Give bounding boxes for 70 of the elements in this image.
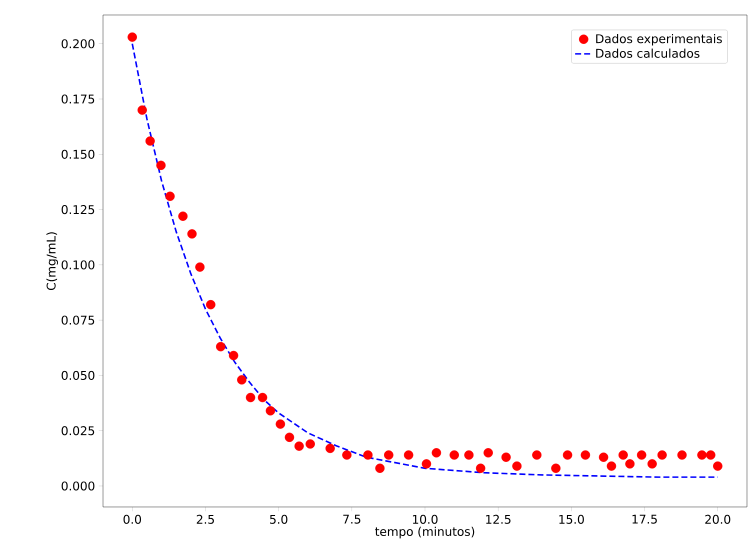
y-tick-label: 0.000 bbox=[62, 481, 94, 491]
point bbox=[647, 459, 657, 469]
point bbox=[276, 419, 286, 429]
point bbox=[342, 450, 352, 460]
point bbox=[706, 450, 716, 460]
point bbox=[484, 448, 493, 458]
x-tick-label: 0.0 bbox=[124, 514, 142, 524]
point bbox=[713, 461, 722, 471]
y-tick-label: 0.125 bbox=[62, 205, 94, 214]
point bbox=[258, 392, 268, 402]
point bbox=[422, 459, 432, 469]
point bbox=[165, 192, 175, 202]
point bbox=[450, 450, 459, 460]
x-tick-label: 10.0 bbox=[412, 514, 438, 524]
point bbox=[606, 461, 616, 471]
y-tick-label: 0.100 bbox=[62, 260, 94, 270]
point bbox=[677, 450, 687, 460]
x-tick-label: 5.0 bbox=[270, 514, 288, 524]
point bbox=[306, 439, 315, 449]
point bbox=[618, 450, 628, 460]
point bbox=[501, 452, 511, 462]
point bbox=[598, 452, 608, 462]
point bbox=[363, 450, 373, 460]
legend-label: Dados experimentais bbox=[596, 34, 722, 46]
point bbox=[625, 459, 635, 469]
x-tick-label: 2.5 bbox=[196, 514, 214, 524]
point bbox=[325, 444, 335, 454]
point bbox=[464, 450, 474, 460]
point bbox=[657, 450, 667, 460]
point bbox=[246, 392, 256, 402]
point bbox=[266, 406, 276, 416]
point bbox=[375, 464, 385, 473]
point bbox=[156, 160, 166, 170]
point bbox=[206, 300, 216, 310]
point bbox=[128, 32, 137, 42]
point bbox=[178, 212, 188, 221]
y-tick-label: 0.050 bbox=[62, 370, 94, 380]
point bbox=[562, 450, 572, 460]
point bbox=[551, 464, 561, 473]
point bbox=[237, 375, 246, 385]
point bbox=[145, 136, 155, 146]
y-axis-title: C(mg/mL) bbox=[46, 232, 58, 290]
x-tick-label: 12.5 bbox=[486, 514, 510, 524]
point bbox=[187, 229, 197, 239]
x-axis-title: tempo (minutos) bbox=[375, 526, 474, 538]
point bbox=[138, 105, 147, 115]
point bbox=[512, 461, 522, 471]
point bbox=[636, 450, 646, 460]
x-tick-label: 15.0 bbox=[559, 514, 584, 524]
y-tick-label: 0.150 bbox=[62, 150, 94, 159]
y-tick-label: 0.075 bbox=[62, 316, 94, 325]
point bbox=[284, 432, 294, 442]
x-tick-label: 17.5 bbox=[632, 514, 657, 524]
point bbox=[216, 342, 226, 352]
y-tick-label: 0.175 bbox=[62, 94, 94, 104]
point bbox=[195, 262, 205, 272]
point bbox=[432, 448, 442, 458]
point bbox=[294, 441, 304, 451]
point bbox=[404, 450, 414, 460]
point bbox=[228, 350, 238, 360]
point bbox=[476, 464, 486, 473]
point bbox=[580, 450, 590, 460]
point bbox=[384, 450, 394, 460]
y-tick-label: 0.200 bbox=[62, 39, 94, 48]
x-tick-label: 20.0 bbox=[705, 514, 730, 524]
point bbox=[697, 450, 707, 460]
y-tick-label: 0.025 bbox=[62, 426, 94, 436]
point bbox=[532, 450, 542, 460]
legend-label: Dados calculados bbox=[596, 48, 700, 58]
x-tick-label: 7.5 bbox=[343, 514, 360, 524]
